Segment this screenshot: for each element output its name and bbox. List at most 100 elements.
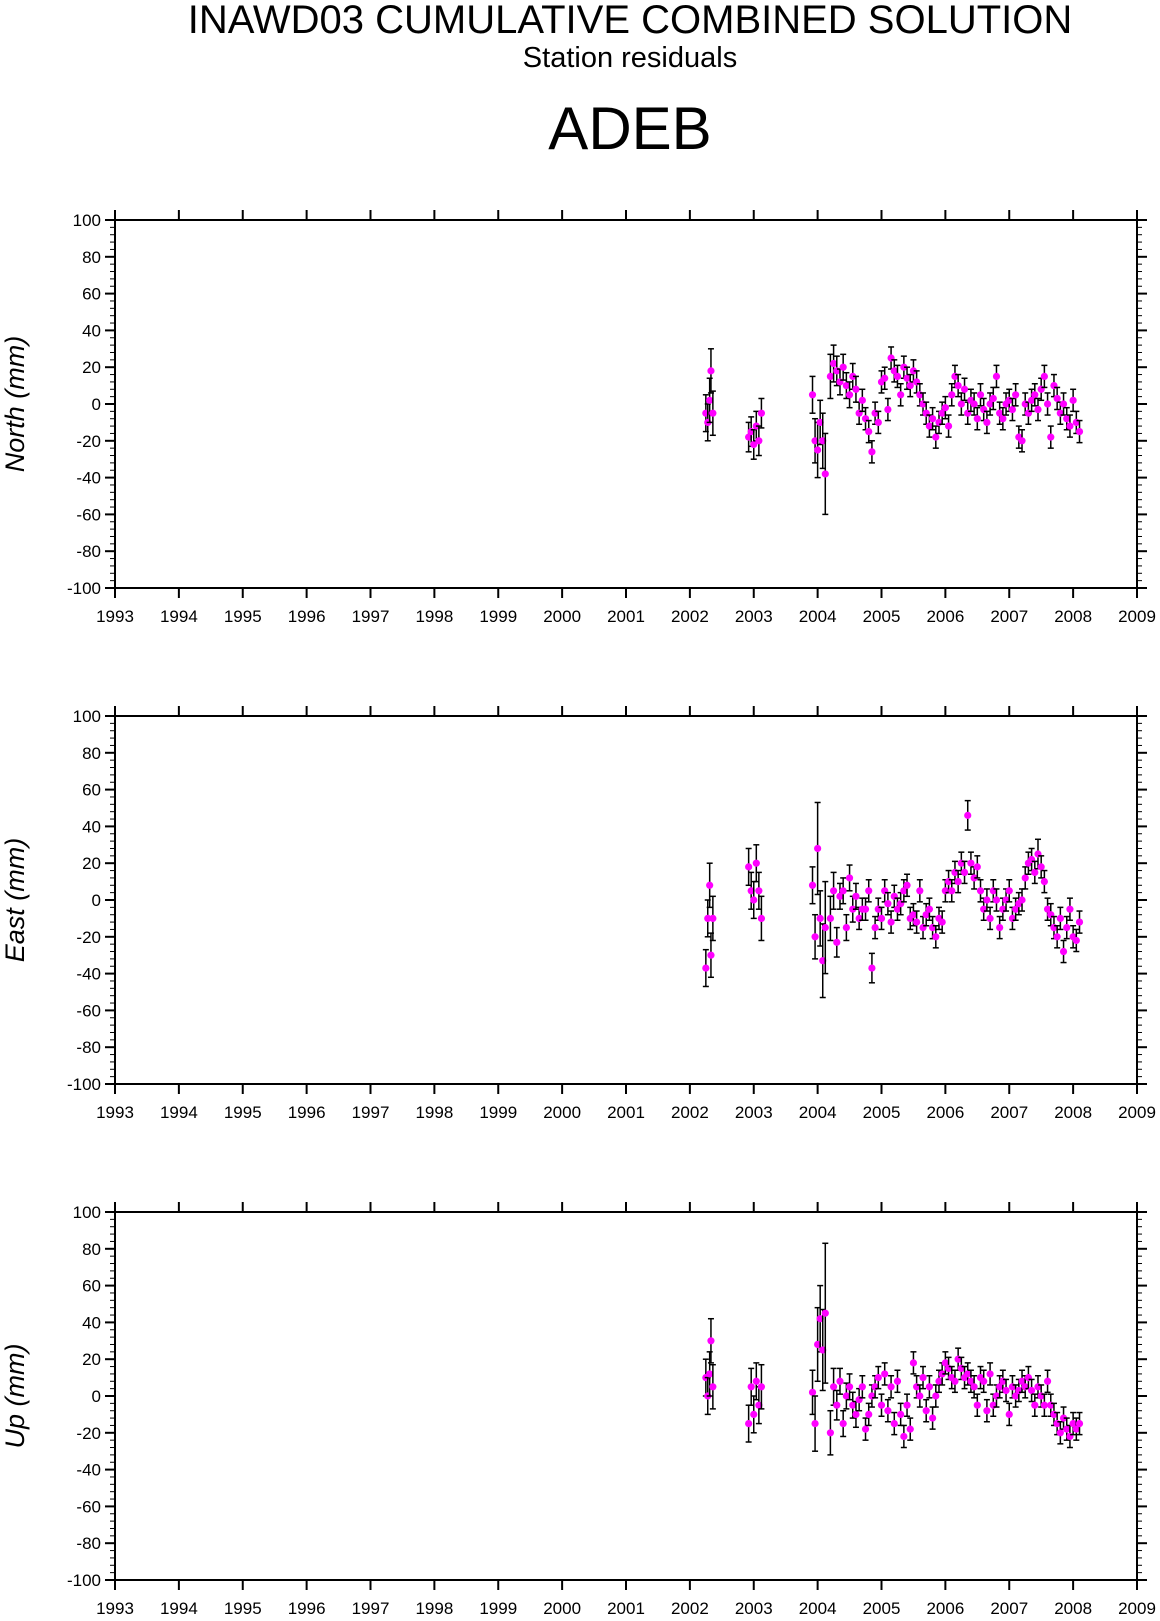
up-data-point (819, 1346, 827, 1354)
east-data-point (887, 918, 895, 926)
north-ytick-label: -20 (76, 432, 101, 451)
up-data-point (1002, 1386, 1010, 1395)
east-data-point (967, 859, 975, 867)
up-data-point (745, 1420, 753, 1428)
east-data-point (706, 881, 714, 889)
east-ytick-label: 0 (92, 891, 101, 910)
north-data-point (909, 367, 918, 375)
north-data-point (814, 446, 822, 454)
north-data-point (970, 400, 978, 408)
north-xtick-label: 2009 (1118, 607, 1156, 626)
up-data-point (836, 1377, 844, 1385)
up-data-point (877, 1401, 886, 1409)
north-data-point (868, 448, 876, 456)
north-data-point (897, 391, 905, 399)
up-data-point (900, 1432, 908, 1441)
up-data-point (922, 1407, 930, 1415)
north-data-point (707, 367, 715, 375)
north-data-point (999, 415, 1007, 423)
north-data-point (960, 385, 969, 393)
east-data-point (816, 914, 824, 923)
north-data-point (976, 391, 985, 399)
east-xtick-label: 2005 (863, 1103, 901, 1122)
north-data-point (1034, 405, 1042, 414)
east-data-point (1018, 896, 1026, 904)
east-data-point (704, 914, 712, 923)
up-data-point (814, 1340, 822, 1349)
east-axis-label: East (mm) (0, 838, 30, 963)
east-data-point (938, 918, 946, 926)
up-data-point (865, 1410, 873, 1418)
east-xtick-label: 1997 (352, 1103, 390, 1122)
east-data-point (1031, 868, 1039, 877)
up-data-point (967, 1377, 975, 1385)
east-xtick-label: 2000 (543, 1103, 581, 1122)
up-data-point (980, 1377, 988, 1385)
north-data-point (839, 363, 847, 371)
up-data-point (938, 1370, 946, 1378)
up-data-point (858, 1383, 866, 1391)
east-data-point (750, 896, 758, 904)
north-data-point (1028, 396, 1036, 404)
north-xtick-label: 2008 (1054, 607, 1092, 626)
north-ytick-label: -40 (76, 469, 101, 488)
north-ytick-label: -80 (76, 542, 101, 561)
east-data-point (1066, 905, 1074, 913)
north-data-point (944, 422, 953, 430)
up-data-point (1031, 1401, 1039, 1409)
east-data-point (709, 914, 717, 923)
east-data-point (842, 924, 850, 932)
up-data-point (996, 1383, 1004, 1391)
up-data-point (932, 1392, 940, 1400)
up-xtick-label: 2003 (735, 1599, 773, 1618)
east-data-point (852, 892, 860, 900)
east-data-point (747, 887, 755, 895)
north-data-point (845, 391, 854, 399)
up-xtick-label: 2005 (863, 1599, 901, 1618)
up-xtick-label: 2000 (543, 1599, 581, 1618)
up-data-point (826, 1429, 835, 1437)
north-xtick-label: 1995 (224, 607, 262, 626)
up-data-point (983, 1407, 991, 1415)
north-data-point (816, 418, 824, 426)
up-data-point (852, 1410, 860, 1418)
east-data-point (983, 896, 991, 904)
up-data-point (986, 1370, 994, 1378)
east-data-point (1040, 878, 1048, 886)
up-data-point (1063, 1425, 1071, 1433)
east-data-point (865, 887, 873, 895)
north-xtick-label: 2002 (671, 607, 709, 626)
up-ytick-label: 80 (82, 1240, 101, 1259)
east-ytick-label: -100 (67, 1075, 101, 1094)
north-data-point (842, 382, 850, 390)
up-plot-frame (114, 1211, 1138, 1581)
north-data-point (852, 385, 860, 393)
east-data-point (814, 844, 822, 853)
east-data-point (839, 887, 847, 895)
north-data-point (1043, 400, 1052, 408)
north-data-point (929, 415, 937, 423)
up-data-point (811, 1420, 819, 1428)
north-data-point (706, 396, 714, 404)
up-ytick-label: 0 (92, 1387, 101, 1406)
up-data-point (916, 1392, 924, 1400)
up-xtick-label: 2001 (607, 1599, 645, 1618)
up-xtick-label: 2007 (990, 1599, 1028, 1618)
east-data-point (1063, 924, 1071, 932)
north-data-point (755, 437, 763, 445)
east-data-point (745, 863, 753, 871)
north-data-point (986, 400, 994, 408)
east-data-point (1012, 905, 1020, 913)
up-data-point (881, 1370, 889, 1378)
up-data-point (890, 1420, 898, 1428)
north-data-point (893, 372, 902, 380)
east-ytick-label: -20 (76, 928, 101, 947)
up-xtick-label: 2008 (1054, 1599, 1092, 1618)
up-data-point (887, 1383, 895, 1391)
east-data-point (829, 887, 838, 895)
north-data-point (1040, 372, 1048, 380)
up-xtick-label: 1996 (288, 1599, 326, 1618)
north-data-point (973, 415, 981, 423)
north-xtick-label: 1996 (288, 607, 326, 626)
